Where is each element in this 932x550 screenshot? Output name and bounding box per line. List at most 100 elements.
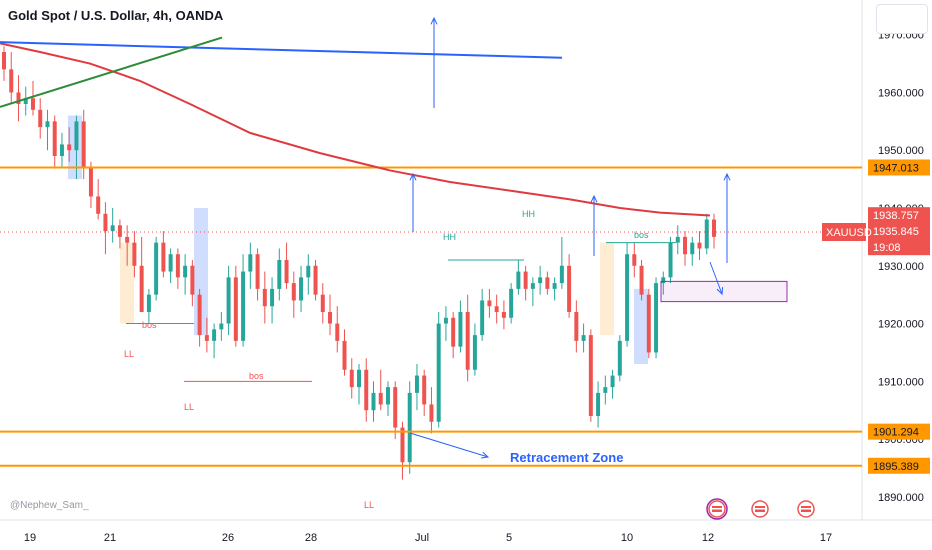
event-flag-icon-2 — [797, 500, 815, 518]
candle-body-75 — [545, 277, 550, 289]
candle-body-45 — [328, 312, 333, 324]
tag-last-price: 1938.757 — [873, 210, 919, 222]
candle-body-59 — [429, 404, 434, 422]
candle-body-38 — [277, 260, 282, 289]
candle-body-64 — [465, 312, 470, 370]
candle-body-9 — [67, 144, 72, 151]
candle-body-55 — [400, 427, 405, 463]
y-tick-label-1: 1960.000 — [878, 87, 924, 99]
candle-body-4 — [30, 98, 35, 110]
candle-body-73 — [530, 283, 535, 289]
bos-label-2: bos — [249, 371, 264, 381]
y-tick-label-8: 1890.000 — [878, 492, 924, 504]
chart-settings-box[interactable] — [876, 4, 928, 34]
candle-body-1 — [9, 69, 14, 93]
candle-body-84 — [610, 375, 615, 388]
x-tick-label-2: 26 — [222, 532, 234, 544]
candle-body-3 — [23, 98, 28, 104]
candle-body-67 — [487, 300, 492, 307]
x-tick-label-3: 28 — [305, 532, 317, 544]
candle-body-30 — [219, 323, 224, 330]
event-flag-ring-icon — [706, 498, 728, 520]
candle-body-87 — [632, 254, 637, 266]
candle-body-76 — [552, 283, 557, 289]
candle-body-26 — [190, 265, 195, 295]
candle-body-61 — [443, 317, 448, 324]
candle-body-11 — [81, 121, 86, 168]
candle-body-32 — [233, 277, 238, 341]
arrow-down-1-shaft — [709, 261, 723, 295]
candle-body-25 — [183, 265, 188, 278]
candle-body-89 — [646, 294, 651, 353]
candle-body-20 — [146, 294, 151, 312]
candle-body-0 — [2, 52, 6, 70]
candle-body-6 — [45, 121, 50, 128]
y-tick-label-5: 1920.000 — [878, 319, 924, 331]
y-tick-label-4: 1930.000 — [878, 261, 924, 273]
green-trendline — [0, 36, 223, 108]
candle-body-31 — [226, 277, 231, 324]
candle-body-69 — [501, 312, 506, 318]
x-tick-label-6: 10 — [621, 532, 633, 544]
candle-body-96 — [697, 242, 702, 249]
candle-body-17 — [125, 236, 130, 243]
zone-box-1 — [194, 208, 208, 336]
candle-body-16 — [117, 225, 122, 237]
arrow-retracement-head — [481, 451, 490, 459]
candle-body-34 — [248, 254, 253, 272]
arrow-up-2-head — [409, 172, 417, 181]
candle-body-49 — [357, 369, 361, 388]
candle-body-10 — [74, 121, 79, 151]
candle-body-39 — [284, 260, 289, 284]
candle-body-74 — [538, 277, 543, 284]
hh-label-1: HH — [443, 232, 456, 242]
candle-body-54 — [393, 387, 398, 428]
candle-body-29 — [212, 329, 217, 341]
candle-body-82 — [596, 392, 601, 416]
ll-label-2: LL — [184, 402, 194, 412]
candle-body-23 — [168, 254, 173, 272]
arrow-down-1 — [709, 261, 724, 296]
tag-level-mid-bg — [868, 423, 930, 440]
candle-body-36 — [262, 288, 267, 307]
tag-symbol: XAUUSD — [826, 227, 872, 239]
candle-body-62 — [451, 317, 456, 347]
candle-body-80 — [581, 335, 586, 341]
candle-body-13 — [96, 196, 101, 214]
candle-body-12 — [88, 167, 93, 197]
y-tick-label-6: 1910.000 — [878, 376, 924, 388]
target-zone-box — [660, 280, 788, 303]
candle-body-8 — [59, 144, 64, 156]
blue-trendline — [0, 41, 563, 59]
x-tick-label-7: 12 — [702, 532, 714, 544]
hh-label-2: HH — [522, 209, 535, 219]
arrow-up-4-head — [723, 172, 731, 181]
candle-body-7 — [52, 121, 57, 156]
candle-body-27 — [197, 294, 202, 336]
candle-body-43 — [313, 265, 318, 295]
tag-symbol-bg — [822, 223, 866, 242]
arrow-up-3 — [590, 194, 598, 256]
bos-label-3: bos — [634, 230, 649, 240]
tag-level-high: 1947.013 — [873, 162, 919, 174]
candle-body-18 — [132, 242, 137, 266]
x-tick-label-5: 5 — [506, 532, 512, 544]
arrow-up-3-head — [590, 194, 598, 203]
ll-label-3: LL — [364, 500, 374, 510]
arrow-retracement — [409, 432, 490, 459]
candle-body-68 — [494, 306, 499, 312]
candle-body-66 — [480, 300, 485, 336]
candle-body-14 — [103, 213, 108, 232]
x-tick-label-0: 19 — [24, 532, 36, 544]
candle-body-50 — [364, 369, 369, 411]
candle-body-65 — [472, 335, 477, 370]
y-tick-label-2: 1950.000 — [878, 145, 924, 157]
candle-body-48 — [349, 369, 354, 388]
candle-body-47 — [342, 340, 347, 370]
candle-body-72 — [523, 271, 528, 289]
tag-level-low-bg — [868, 457, 930, 474]
candle-body-57 — [414, 375, 419, 393]
candle-body-94 — [683, 236, 688, 255]
